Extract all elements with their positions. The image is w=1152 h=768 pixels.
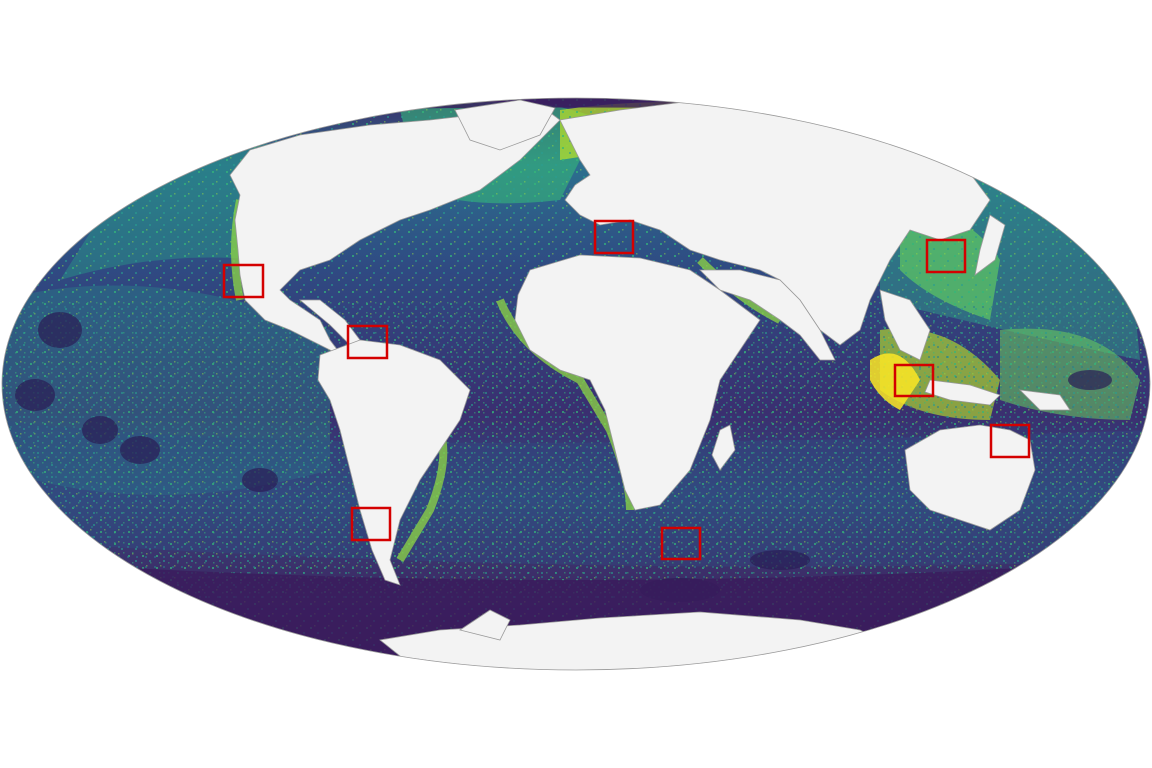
- africa: [514, 254, 761, 511]
- ocean-layer: [2, 98, 1150, 670]
- highlight-box-japan-east-china-sea[interactable]: [925, 238, 967, 274]
- highlight-box-chile[interactable]: [350, 506, 392, 542]
- land-layer: [229, 99, 1111, 670]
- japan: [974, 214, 1006, 276]
- south-america: [317, 339, 471, 586]
- southeast-asia: [879, 289, 931, 361]
- madagascar: [711, 424, 736, 471]
- greenland: [454, 99, 556, 151]
- highlight-box-caribbean[interactable]: [346, 324, 389, 360]
- highlight-box-baja-california[interactable]: [222, 263, 265, 299]
- indonesia: [924, 379, 1001, 406]
- highlight-box-southern-ocean-south-africa[interactable]: [660, 526, 702, 561]
- new-zealand: [1089, 509, 1111, 546]
- new-guinea: [1018, 389, 1071, 411]
- map-outline: [1, 97, 1151, 671]
- highlight-box-great-barrier-reef[interactable]: [989, 423, 1031, 459]
- highlight-box-mediterranean[interactable]: [593, 219, 635, 255]
- highlight-box-south-china-sea[interactable]: [893, 363, 935, 398]
- australia: [904, 424, 1036, 531]
- highlight-boxes: [222, 219, 1031, 561]
- antarctic-peninsula: [459, 609, 511, 641]
- arabia-india: [699, 269, 836, 361]
